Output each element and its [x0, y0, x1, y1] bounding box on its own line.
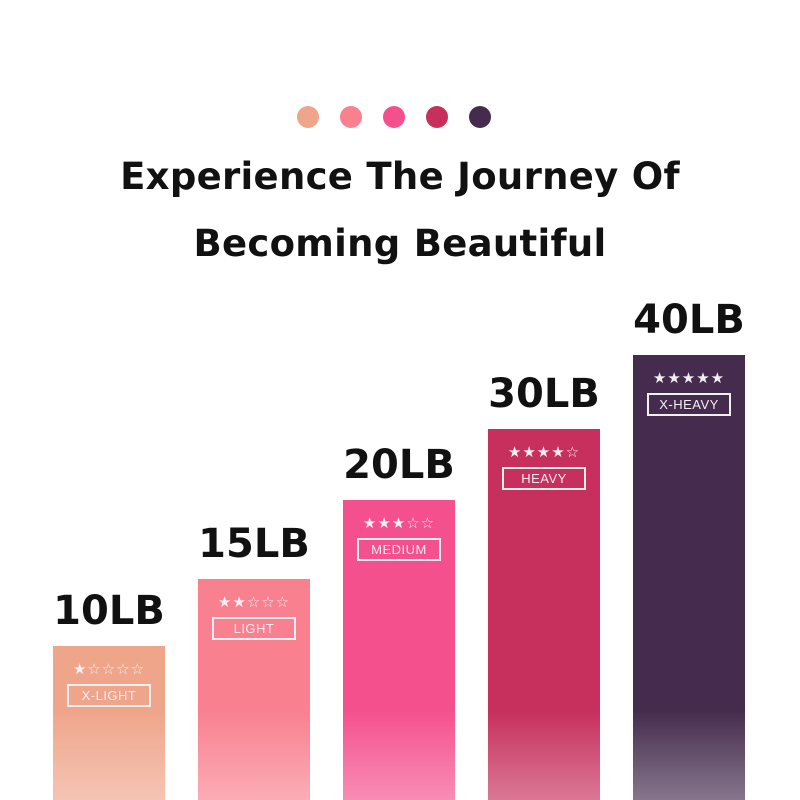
level-tag: MEDIUM	[357, 538, 441, 561]
weight-label: 10LB	[53, 588, 165, 634]
color-dot	[297, 106, 319, 128]
headline-line-1: Experience The Journey Of	[120, 155, 680, 198]
star-rating: ★★★★☆	[507, 443, 581, 461]
color-dot	[383, 106, 405, 128]
color-dots	[0, 106, 800, 128]
level-tag: HEAVY	[502, 467, 586, 490]
headline-line-2: Becoming Beautiful	[193, 222, 607, 265]
weight-label: 30LB	[488, 371, 600, 417]
bar-10lb: ★☆☆☆☆ X-LIGHT	[53, 646, 165, 800]
bar-30lb: ★★★★☆ HEAVY	[488, 429, 600, 800]
weight-label: 20LB	[343, 442, 455, 488]
color-dot	[469, 106, 491, 128]
weight-label: 15LB	[198, 521, 310, 567]
bar-20lb: ★★★☆☆ MEDIUM	[343, 500, 455, 800]
level-tag: X-LIGHT	[67, 684, 151, 707]
level-tag: X-HEAVY	[647, 393, 731, 416]
level-tag: LIGHT	[212, 617, 296, 640]
color-dot	[340, 106, 362, 128]
star-rating: ★☆☆☆☆	[72, 660, 146, 678]
weight-label: 40LB	[633, 297, 745, 343]
bar-15lb: ★★☆☆☆ LIGHT	[198, 579, 310, 800]
color-dot	[426, 106, 448, 128]
star-rating: ★★★★★	[652, 369, 726, 387]
bar-40lb: ★★★★★ X-HEAVY	[633, 355, 745, 800]
star-rating: ★★☆☆☆	[217, 593, 291, 611]
star-rating: ★★★☆☆	[362, 514, 436, 532]
